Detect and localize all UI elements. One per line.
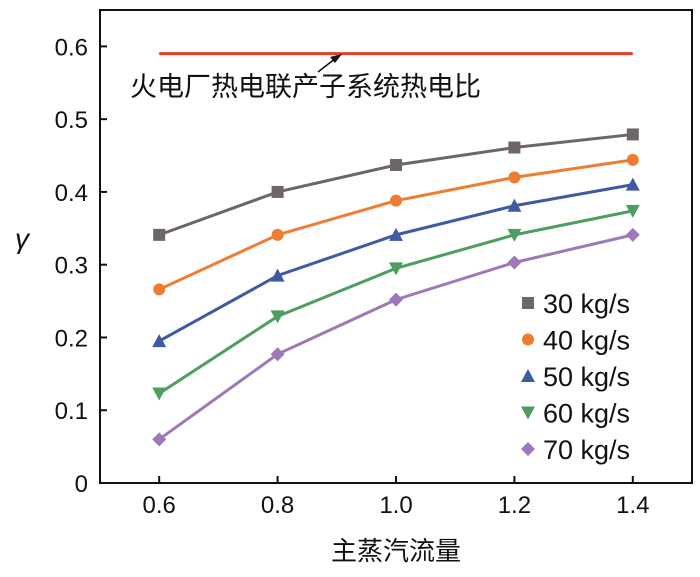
series-30-kg-s [153, 128, 639, 241]
series-50-kg-s [152, 177, 640, 348]
annotation-text: 火电厂热电联产子系统热电比 [130, 72, 481, 103]
y-tick-label: 0.1 [55, 398, 88, 425]
data-point [271, 228, 284, 241]
x-tick-label: 1.4 [616, 492, 649, 519]
data-point [625, 227, 640, 242]
x-tick-label: 0.6 [143, 492, 176, 519]
data-point [153, 283, 166, 296]
series-40-kg-s [153, 153, 639, 296]
annotation-arrowhead [330, 54, 342, 63]
y-axis-label: γ [15, 223, 31, 254]
data-point [390, 158, 402, 171]
series-70-kg-s [152, 227, 640, 447]
data-point [389, 262, 403, 276]
y-tick-label: 0.2 [55, 325, 88, 352]
data-point [508, 141, 521, 154]
legend-marker [522, 333, 534, 346]
legend-label: 70 kg/s [543, 435, 630, 465]
x-tick-label: 0.8 [261, 492, 294, 519]
data-point [270, 347, 285, 362]
legend-marker [522, 297, 534, 309]
data-point [152, 432, 167, 447]
data-point [626, 153, 639, 166]
data-point [271, 185, 284, 198]
series-group [152, 128, 640, 447]
legend-label: 40 kg/s [543, 326, 630, 356]
data-point [625, 177, 640, 191]
legend-marker [521, 406, 535, 420]
legend-marker [521, 442, 535, 456]
y-tick-label: 0.3 [55, 253, 88, 280]
legend-label: 60 kg/s [543, 399, 630, 429]
data-point [625, 204, 640, 218]
y-tick-label: 0.5 [55, 107, 88, 134]
y-tick-label: 0.6 [55, 34, 88, 61]
y-tick-label: 0.4 [55, 180, 88, 207]
data-point [508, 171, 521, 184]
series-line [158, 132, 633, 237]
data-point [270, 268, 285, 282]
series-60-kg-s [152, 204, 640, 401]
x-axis-label: 主蒸汽流量 [331, 537, 461, 567]
data-point [152, 334, 167, 348]
legend-label: 30 kg/s [543, 289, 630, 319]
data-point [390, 194, 402, 207]
data-point [507, 198, 522, 212]
axes: 0.6 0.8 1.0 1.2 1.4 0 0.1 0.2 0.3 0.4 0.5 0.6 [55, 9, 693, 519]
data-point [626, 128, 639, 141]
data-point [507, 228, 522, 242]
x-tick-label: 1.0 [379, 492, 412, 519]
legend: 30 kg/s 40 kg/s 50 kg/s 60 kg/s 70 kg/s [521, 289, 630, 465]
data-point [270, 310, 285, 324]
y-tick-label: 0 [75, 471, 88, 498]
data-point [153, 228, 166, 241]
legend-label: 50 kg/s [543, 362, 630, 392]
data-point [507, 255, 522, 270]
data-point [389, 292, 403, 307]
legend-marker [521, 369, 535, 382]
data-point [389, 227, 403, 241]
reference-line-group [159, 52, 633, 73]
data-point [152, 387, 167, 401]
x-tick-label: 1.2 [498, 492, 531, 519]
